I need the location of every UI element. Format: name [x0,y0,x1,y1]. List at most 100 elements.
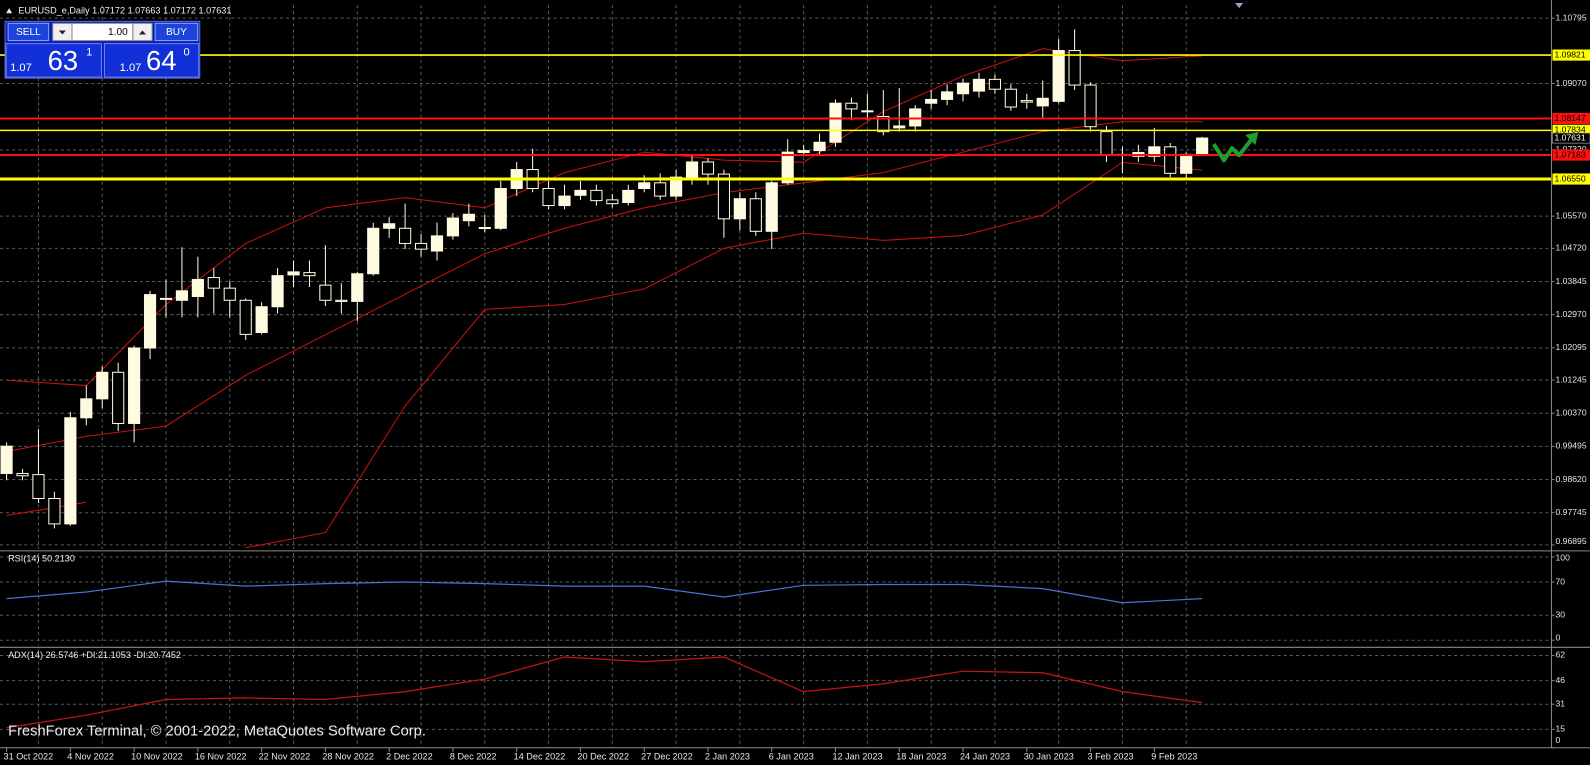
candle-body [1164,146,1177,174]
candle-body [749,198,762,232]
arrow-head [1245,131,1259,146]
candle-body [925,98,938,104]
x-tick-label: 31 Oct 2022 [4,751,54,761]
candle-body [462,213,475,222]
x-tick-label: 16 Nov 2022 [195,751,247,761]
lot-value[interactable]: 1.00 [108,27,128,38]
plot-area [6,656,1203,729]
candle-body [956,82,970,95]
arrow-path [1212,135,1255,163]
candle-body [64,417,77,525]
x-tick-label: 28 Nov 2022 [322,751,374,761]
candle-body [701,161,715,175]
candle-body [988,78,1001,90]
candle-body [287,271,300,276]
candle-body [1004,88,1017,108]
indicator-line [6,580,1203,604]
candle-body [159,297,173,300]
level-price-label: 1.09821 [1555,49,1586,59]
candle-body [717,173,731,220]
x-tick-label: 3 Feb 2023 [1088,751,1134,761]
candle-body [32,474,45,499]
candle-body [143,294,157,349]
panel-title: EURUSD_e,Daily 1.07172 1.07663 1.07172 1… [18,6,231,16]
y-tick-label: 0 [1556,735,1561,745]
candle-body [622,189,635,204]
candle-body [303,272,316,277]
candle-body [96,371,109,400]
candle-body [606,199,619,205]
x-tick-label: 9 Feb 2023 [1151,751,1197,761]
y-tick-label: 70 [1556,576,1566,586]
x-tick-label: 24 Jan 2023 [960,751,1010,761]
candle-body [191,278,204,298]
candle-body [399,227,412,244]
y-tick-label: 1.04720 [1556,243,1587,253]
candle-body [909,108,922,127]
plot-area [6,580,1203,604]
sell-label[interactable]: SELL [16,27,41,38]
buy-label[interactable]: BUY [166,27,187,38]
candle-body [383,223,396,229]
y-tick-label: 0.98620 [1556,474,1587,484]
candle-body [781,151,794,184]
y-tick-label: 0.99495 [1556,441,1587,451]
candle-body [558,195,571,207]
candle-body [478,227,491,230]
candle-body [494,187,507,229]
candle-body [175,290,189,301]
bollinger-band [6,48,1203,387]
current-price-label: 1.07631 [1555,132,1586,142]
x-tick-label: 14 Dec 2022 [514,751,566,761]
level-price-label: 1.06550 [1555,173,1586,183]
candle-body [1180,153,1193,174]
ask-big: 64 [146,45,176,76]
candle-body [893,125,906,129]
candle-body [1148,146,1161,157]
trade-panel: SELL 1.00 BUY 1.07 63 1 1.07 64 0 [4,20,201,79]
candle-body [733,198,746,220]
candle-body [845,102,858,110]
candle-body [223,287,236,301]
candle-body [1084,84,1097,128]
candle-body [813,141,826,152]
candle-body [112,371,125,424]
candle-body [80,398,93,419]
sell-button[interactable] [7,22,50,42]
candle-body [765,182,778,232]
y-tick-label: 0 [1556,632,1561,642]
candle-body [1068,50,1081,86]
bollinger-band [6,121,1203,452]
level-price-box [1552,49,1590,61]
candle-body [590,189,603,202]
candle-body [1020,100,1033,103]
menu-triangle[interactable] [6,8,13,14]
candle-body [670,176,683,197]
lot-increase-icon [138,30,147,35]
level-price-box [1552,124,1590,136]
y-tick-label: 46 [1556,675,1566,685]
y-tick-label: 1.07320 [1556,144,1587,154]
indicator-line [6,656,1203,729]
candle-body [48,497,61,525]
candle-body [335,299,348,302]
ask-box[interactable] [103,43,200,78]
candle-body [638,182,651,190]
candle-body [414,242,428,250]
y-tick-label: 0.96895 [1556,536,1587,546]
candle-body [207,277,220,289]
candle-body [1052,50,1065,102]
y-tick-label: 1.02970 [1556,309,1587,319]
candle-body [319,284,332,301]
x-tick-label: 27 Dec 2022 [641,751,693,761]
buy-button[interactable] [154,22,199,42]
bid-box[interactable] [5,43,102,78]
candle-body [1196,137,1209,156]
level-price-box [1552,173,1590,185]
y-tick-label: 1.03845 [1556,276,1587,286]
y-tick-label: 1.10795 [1556,12,1587,22]
candle-body [255,306,268,334]
level-price-label: 1.07183 [1555,149,1586,159]
y-tick-label: 62 [1556,650,1566,660]
